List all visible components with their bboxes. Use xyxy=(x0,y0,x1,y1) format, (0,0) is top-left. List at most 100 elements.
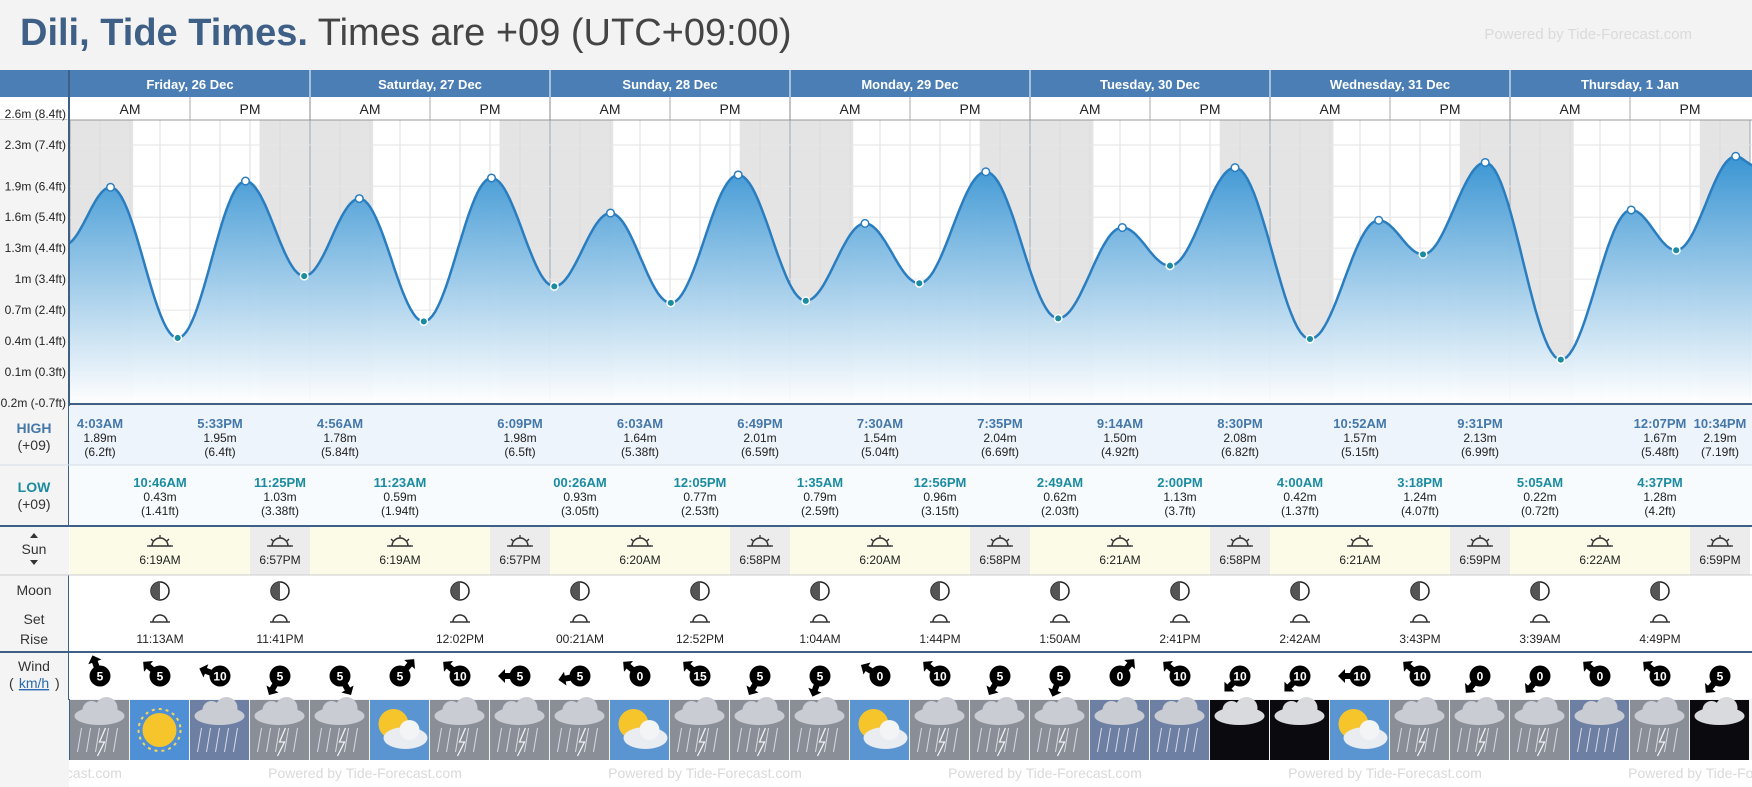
wind-speed: 10 xyxy=(1233,670,1247,684)
moon-row-label: Moon xyxy=(16,582,51,598)
high-tide-meters: 1.89m xyxy=(83,431,116,445)
high-tide-time: 6:03AM xyxy=(617,416,663,431)
moon-set-time: 12:02PM xyxy=(436,632,484,646)
low-tide-feet: (1.37ft) xyxy=(1281,504,1319,518)
day-label: Friday, 26 Dec xyxy=(146,77,233,92)
pm-label: PM xyxy=(960,101,981,117)
high-tide-feet: (5.38ft) xyxy=(621,445,659,459)
sunset-time: 6:59PM xyxy=(1699,553,1740,567)
sunrise-icon xyxy=(147,535,173,547)
high-tide-time: 9:14AM xyxy=(1097,416,1143,431)
low-tide-feet: (0.72ft) xyxy=(1521,504,1559,518)
powered-by-footer[interactable]: Powered by Tide-Forecast.com xyxy=(608,765,802,781)
wind-speed: 10 xyxy=(933,670,947,684)
low-tide-time: 00:26AM xyxy=(553,475,606,490)
sun-cell xyxy=(130,527,190,575)
high-tide-feet: (5.84ft) xyxy=(321,445,359,459)
sun-cell xyxy=(250,527,310,575)
weather-rain-icon xyxy=(1570,697,1629,760)
moon-set-time: 11:13AM xyxy=(136,632,183,646)
sunset-time: 6:58PM xyxy=(739,553,780,567)
high-tide-meters: 2.08m xyxy=(1223,431,1256,445)
wind-speed-badge xyxy=(569,665,591,687)
timezone-text: Times are +09 (UTC+09:00) xyxy=(317,12,792,54)
wind-speed: 5 xyxy=(817,670,824,684)
wind-speed-badge xyxy=(1589,665,1611,687)
high-tide-time: 6:49PM xyxy=(737,416,783,431)
low-tide-meters: 1.03m xyxy=(263,490,296,504)
moon-rise-icon xyxy=(1290,614,1310,623)
sun-cell xyxy=(790,527,850,575)
low-tide-time: 1:35AM xyxy=(797,475,843,490)
high-tide-feet: (6.99ft) xyxy=(1461,445,1499,459)
high-tide-point xyxy=(1374,215,1384,225)
weather-storm-icon xyxy=(730,697,789,760)
ampm-bar xyxy=(0,97,1752,120)
powered-by-footer[interactable]: Powered by Tide-Forecast.com xyxy=(0,765,122,781)
weather-storm-icon xyxy=(970,697,1029,760)
high-tide-feet: (7.19ft) xyxy=(1701,445,1739,459)
weather-night-cloudy-icon xyxy=(1210,697,1269,760)
moon-phase-icon xyxy=(1650,581,1670,601)
low-row-tz: (+09) xyxy=(17,496,50,512)
sunset-icon xyxy=(1227,535,1253,547)
moon-rise-time: 3:39AM xyxy=(1519,632,1560,646)
sun-cell xyxy=(1090,527,1150,575)
y-tick-label: 2.6m (8.4ft) xyxy=(5,107,66,121)
low-tide-time: 10:46AM xyxy=(133,475,186,490)
y-tick-label: 0.1m (0.3ft) xyxy=(5,365,66,379)
low-tide-meters: 0.96m xyxy=(923,490,956,504)
moon-phase-icon xyxy=(570,581,590,601)
wind-speed: 0 xyxy=(1117,670,1124,684)
sunset-icon xyxy=(1707,535,1733,547)
moon-row-bg xyxy=(69,575,1752,652)
city-title: Dili, Tide Times. xyxy=(20,12,308,54)
wind-speed-badge xyxy=(1109,665,1131,687)
sun-cell xyxy=(1150,527,1210,575)
low-tide-meters: 0.42m xyxy=(1283,490,1316,504)
moon-phase-icon xyxy=(690,581,710,601)
high-tide-time: 10:34PM xyxy=(1694,416,1747,431)
powered-by-footer[interactable]: Powered by Tide-Forecast.com xyxy=(268,765,462,781)
wind-speed-badge xyxy=(1289,665,1311,687)
am-label: AM xyxy=(360,101,381,117)
sun-cell xyxy=(1450,527,1510,575)
powered-by-footer[interactable]: Powered by Tide-Forecast.com xyxy=(948,765,1142,781)
low-tide-feet: (4.2ft) xyxy=(1644,504,1675,518)
sunset-time: 6:58PM xyxy=(1219,553,1260,567)
high-tide-time: 9:31PM xyxy=(1457,416,1503,431)
high-tide-time: 4:03AM xyxy=(77,416,123,431)
y-tick-label: -0.2m (-0.7ft) xyxy=(0,396,66,410)
low-tide-point xyxy=(1053,313,1063,323)
moon-phase-icon xyxy=(1050,581,1070,601)
sunset-time: 6:57PM xyxy=(499,553,540,567)
high-tide-point xyxy=(860,218,870,228)
sunset-time: 6:57PM xyxy=(259,553,300,567)
wind-speed: 10 xyxy=(1413,670,1427,684)
sunset-time: 6:59PM xyxy=(1459,553,1500,567)
sun-cell xyxy=(970,527,1030,575)
sunset-icon xyxy=(267,535,293,547)
wind-unit-link[interactable]: km/h xyxy=(19,675,49,691)
page-title: Dili, Tide Times. Times are +09 (UTC+09:… xyxy=(20,12,792,55)
powered-by-footer[interactable]: Powered by Tide-Forecast.com xyxy=(1628,765,1752,781)
weather-storm-icon xyxy=(430,697,489,760)
high-tide-time: 7:30AM xyxy=(857,416,903,431)
high-tide-point xyxy=(1731,151,1741,161)
sunset-icon xyxy=(1467,535,1493,547)
high-tide-time: 5:33PM xyxy=(197,416,243,431)
sun-cell xyxy=(1270,527,1330,575)
wind-speed-badge xyxy=(869,665,891,687)
powered-by-footer[interactable]: Powered by Tide-Forecast.com xyxy=(1288,765,1482,781)
wind-speed-badge xyxy=(1229,665,1251,687)
high-tide-meters: 2.19m xyxy=(1703,431,1736,445)
weather-storm-icon xyxy=(790,697,849,760)
wind-speed: 5 xyxy=(1717,670,1724,684)
powered-by-top[interactable]: Powered by Tide-Forecast.com xyxy=(1484,26,1692,43)
weather-storm-icon xyxy=(490,697,549,760)
sunrise-time: 6:21AM xyxy=(1099,553,1140,567)
low-tide-time: 11:23AM xyxy=(374,475,427,490)
pm-label: PM xyxy=(720,101,741,117)
